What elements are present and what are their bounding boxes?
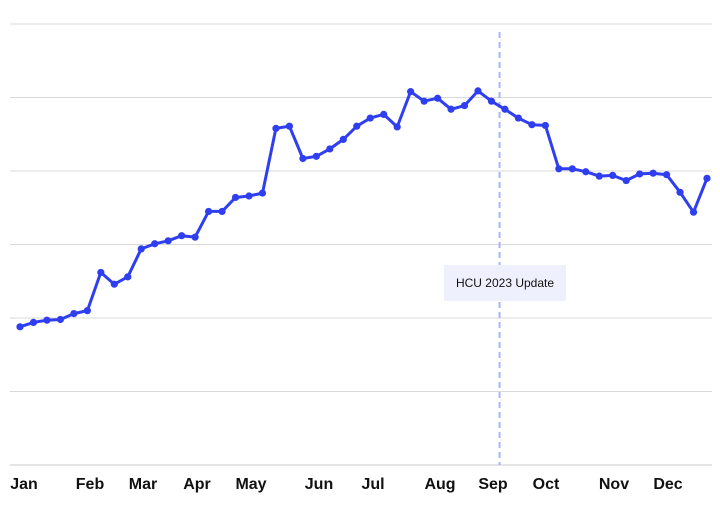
data-point [29, 318, 38, 327]
x-tick-label-jul: Jul [361, 476, 384, 493]
data-point [312, 152, 320, 160]
data-point [703, 174, 711, 182]
data-point [689, 208, 698, 216]
data-point [649, 169, 657, 177]
x-tick-label-nov: Nov [599, 476, 629, 493]
data-point [433, 94, 442, 102]
x-tick-label-feb: Feb [76, 476, 105, 493]
x-tick-label-may: May [235, 476, 266, 493]
data-point [326, 145, 334, 153]
annotation-box [444, 265, 566, 301]
x-tick-label-oct: Oct [533, 476, 560, 493]
x-tick-label-jun: Jun [305, 476, 333, 493]
series-layer [16, 87, 711, 331]
data-point [595, 172, 603, 180]
data-point [218, 207, 226, 216]
data-point [380, 110, 388, 119]
data-point [393, 123, 401, 131]
data-point [231, 193, 240, 202]
data-point [124, 273, 132, 281]
data-point [299, 154, 307, 163]
data-point [16, 323, 24, 331]
data-point [636, 170, 644, 178]
data-point [204, 207, 213, 216]
data-point [191, 233, 199, 241]
annotation-label: HCU 2023 Update [456, 276, 554, 290]
x-tick-label-dec: Dec [653, 476, 682, 493]
data-point [501, 105, 509, 113]
data-point [137, 245, 145, 253]
data-point [460, 101, 469, 110]
x-axis-labels: Jan Feb Mar Apr May Jun Jul Aug Sep Oct Nov Dec [10, 476, 683, 493]
data-point [662, 171, 671, 179]
data-point [420, 97, 428, 105]
data-point [568, 165, 576, 173]
data-point [151, 240, 159, 248]
data-point [676, 188, 684, 196]
data-point [582, 168, 590, 176]
data-point [407, 88, 415, 96]
data-point [366, 114, 374, 122]
data-point [164, 237, 172, 245]
data-point [178, 232, 186, 240]
data-point [43, 316, 51, 324]
x-tick-label-sep: Sep [478, 476, 508, 493]
data-point [56, 315, 65, 324]
data-point [285, 122, 294, 130]
data-point [272, 124, 280, 132]
data-point [487, 97, 496, 105]
data-point [474, 87, 482, 95]
series-line-0 [18, 89, 709, 329]
data-point [83, 307, 91, 315]
x-tick-label-mar: Mar [129, 476, 157, 493]
data-point [258, 189, 267, 197]
data-point [70, 309, 78, 318]
data-point [541, 121, 549, 130]
x-tick-label-apr: Apr [183, 476, 211, 493]
data-point [97, 268, 105, 277]
data-point [353, 122, 361, 130]
gridlines [10, 23, 712, 466]
data-point [447, 105, 455, 113]
data-point [555, 165, 563, 173]
annotation: HCU 2023 Update [444, 32, 566, 465]
data-point [609, 171, 617, 180]
data-point [514, 114, 523, 122]
data-point [622, 176, 630, 185]
data-point [528, 121, 536, 129]
x-tick-label-jan: Jan [10, 476, 38, 493]
data-point [245, 192, 253, 200]
x-tick-label-aug: Aug [424, 476, 455, 493]
data-point [110, 280, 118, 288]
data-point [339, 135, 347, 143]
